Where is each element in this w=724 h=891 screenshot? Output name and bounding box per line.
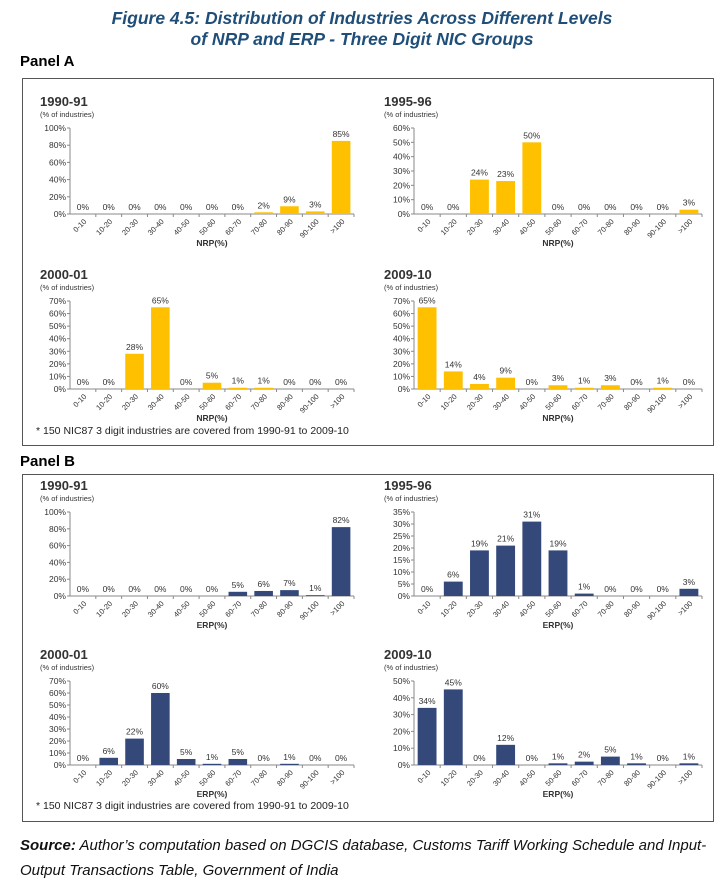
figure-title-line2: of NRP and ERP - Three Digit NIC Groups (190, 29, 534, 49)
source-label: Source: (20, 837, 76, 854)
panel-b-box (22, 474, 714, 822)
panel-a-footnote: * 150 NIC87 3 digit industries are cover… (36, 425, 349, 437)
figure-title: Figure 4.5: Distribution of Industries A… (0, 8, 724, 50)
panel-a-box (22, 78, 714, 446)
source-text: Author’s computation based on DGCIS data… (20, 837, 707, 879)
figure-title-line1: Figure 4.5: Distribution of Industries A… (111, 8, 613, 28)
panel-a-label: Panel A (20, 53, 75, 70)
panel-b-label: Panel B (20, 453, 76, 470)
source-note: Source: Author’s computation based on DG… (20, 833, 710, 883)
panel-b-footnote: * 150 NIC87 3 digit industries are cover… (36, 800, 349, 812)
